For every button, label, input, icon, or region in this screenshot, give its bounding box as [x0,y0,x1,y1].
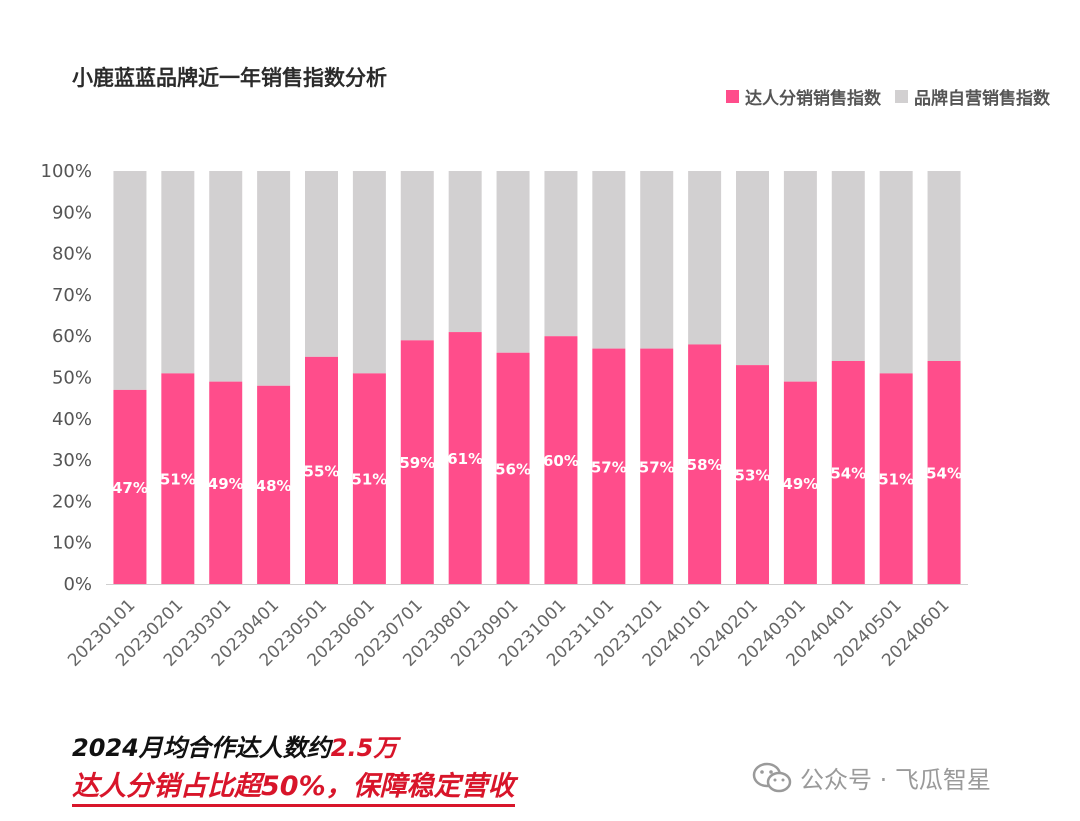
data-label: 49% [208,475,244,493]
bar-series1 [544,336,578,584]
bar-series2 [927,171,961,361]
data-label: 51% [351,471,387,489]
data-label: 61% [447,450,483,468]
y-tick-label: 20% [52,491,92,512]
legend-label-series1: 达人分销销售指数 [745,89,881,109]
data-label: 47% [112,479,148,497]
data-label: 59% [399,454,435,472]
y-tick-label: 90% [52,202,92,223]
y-tick-label: 80% [52,244,92,265]
bar-series2 [209,171,243,382]
y-tick-label: 100% [41,161,92,182]
data-label: 51% [160,471,196,489]
bar-series1 [831,360,865,584]
watermark-text: 公众号 · 飞瓜智星 [800,766,991,794]
chart-title: 小鹿蓝蓝品牌近一年销售指数分析 [72,66,387,90]
bar-series2 [783,171,817,382]
bar-series2 [544,171,578,337]
bar-series2 [448,171,482,333]
caption-line2: 达人分销占比超50%，保障稳定营收 [72,764,515,807]
y-tick-label: 10% [52,533,92,554]
bar-series2 [352,171,386,374]
bar-series2 [879,171,913,374]
bar-series2 [113,171,147,390]
data-label: 57% [591,458,627,476]
bar-series2 [257,171,291,386]
stacked-bar-chart: 0%10%20%30%40%50%60%70%80%90%100%47%2023… [41,161,968,671]
caption-line1-highlight: 2.5万 [330,734,398,762]
bar-series1 [927,360,961,584]
data-label: 51% [878,471,914,489]
y-tick-label: 0% [63,574,92,595]
bar-series2 [592,171,626,349]
bar-series1 [209,381,243,584]
bar-series1 [783,381,817,584]
caption-line1-text: 2024月均合作达人数约 [72,734,331,762]
caption-line1: 2024月均合作达人数约2.5万 [72,728,397,763]
bar-series1 [113,389,147,584]
bar-series1 [400,340,434,584]
bar-series2 [400,171,434,341]
data-label: 54% [926,464,962,482]
data-label: 55% [304,462,340,480]
legend-swatch-series2 [895,90,908,103]
data-label: 58% [687,456,723,474]
watermark: 公众号 · 飞瓜智星 [752,760,991,795]
legend-item-series1: 达人分销销售指数 [726,84,881,109]
data-label: 48% [256,477,292,495]
bar-series1 [736,365,769,584]
y-tick-label: 60% [52,326,92,347]
data-label: 60% [543,452,579,470]
y-tick-label: 70% [52,285,92,306]
bar-series1 [640,348,674,584]
data-label: 57% [639,458,675,476]
bar-series2 [305,171,338,357]
bar-series1 [305,356,338,584]
data-label: 49% [782,475,818,493]
wechat-icon [752,762,792,792]
legend-label-series2: 品牌自营销售指数 [914,89,1050,109]
legend: 达人分销销售指数 品牌自营销售指数 [726,84,1050,109]
legend-item-series2: 品牌自营销售指数 [895,84,1050,109]
bar-series1 [161,373,195,584]
bar-series2 [496,171,530,353]
bar-series2 [688,171,722,345]
bar-series1 [257,385,291,584]
data-label: 54% [830,464,866,482]
data-label: 56% [495,460,531,478]
legend-swatch-series1 [726,90,739,103]
bar-series1 [448,332,482,584]
data-label: 53% [735,467,771,485]
bar-series1 [688,344,722,584]
bar-series1 [496,352,530,584]
bar-series1 [352,373,386,584]
bar-series2 [640,171,674,349]
bar-series1 [879,373,913,584]
bar-series2 [831,171,865,361]
bar-series2 [161,171,195,374]
bar-series2 [736,171,769,366]
bar-series1 [592,348,626,584]
y-tick-label: 30% [52,450,92,471]
y-tick-label: 40% [52,409,92,430]
y-tick-label: 50% [52,368,92,389]
